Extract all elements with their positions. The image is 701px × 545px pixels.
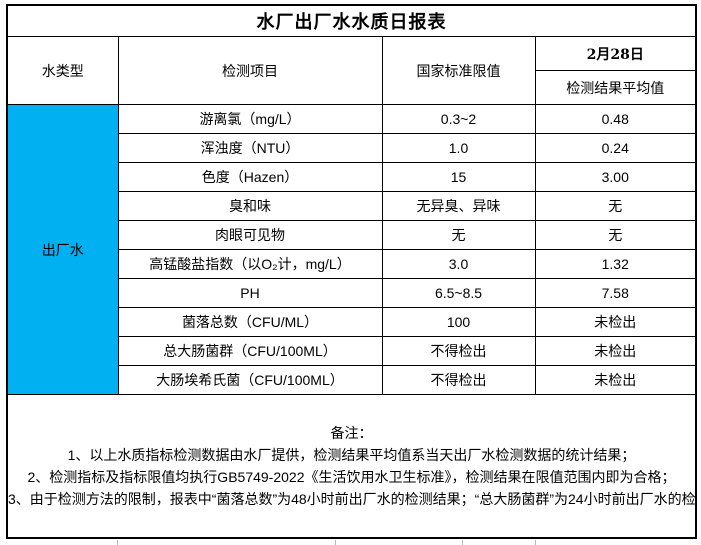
test-item-cell: 总大肠菌群（CFU/100ML） xyxy=(117,336,383,366)
standard-limit-cell: 6.5~8.5 xyxy=(381,278,536,308)
result-cell: 无 xyxy=(534,191,697,221)
table-row: 出厂水 游离氯（mg/L） 0.3~2 0.48 xyxy=(6,104,697,395)
water-type-merged-cell: 出厂水 xyxy=(6,104,119,395)
result-cell: 0.48 xyxy=(534,104,697,134)
standard-limit-cell: 3.0 xyxy=(381,249,536,279)
table-row: 浑浊度（NTU） 1.0 0.24 xyxy=(7,133,697,163)
result-cell: 未检出 xyxy=(534,336,697,366)
result-cell: 7.58 xyxy=(534,278,697,308)
water-quality-report-table: 水厂出厂水水质日报表 水类型 检测项目 国家标准限值 2月28日 检测结果平均值… xyxy=(6,4,697,539)
result-cell: 3.00 xyxy=(534,162,697,192)
standard-limit-cell: 无异臭、异味 xyxy=(381,191,536,221)
table-row: 肉眼可见物 无 无 xyxy=(7,220,697,250)
test-item-cell: 色度（Hazen） xyxy=(117,162,383,192)
result-cell: 无 xyxy=(534,220,697,250)
note-line-3: 3、由于检测方法的限制，报表中“菌落总数”为48小时前出厂水的检测结果；“总大肠… xyxy=(8,491,696,507)
note-line-2: 2、检测指标及指标限值均执行GB5749-2022《生活饮用水卫生标准》，检测结… xyxy=(27,469,676,485)
table-row: PH 6.5~8.5 7.58 xyxy=(7,278,697,308)
test-item-cell: 臭和味 xyxy=(117,191,383,221)
gridline-stub xyxy=(535,540,536,545)
column-header-result-average: 检测结果平均值 xyxy=(534,70,697,105)
notes-label: 备注： xyxy=(330,425,373,441)
table-row: 高锰酸盐指数（以O₂计，mg/L） 3.0 1.32 xyxy=(7,249,697,279)
test-item-cell: 大肠埃希氏菌（CFU/100ML） xyxy=(117,365,383,395)
table-row: 色度（Hazen） 15 3.00 xyxy=(7,162,697,192)
test-item-cell: 肉眼可见物 xyxy=(117,220,383,250)
column-header-date: 2月28日 xyxy=(534,36,697,71)
result-cell: 未检出 xyxy=(534,365,697,395)
standard-limit-cell: 无 xyxy=(381,220,536,250)
test-item-cell: PH xyxy=(117,278,383,308)
standard-limit-cell: 0.3~2 xyxy=(381,104,536,134)
table-row: 菌落总数（CFU/ML） 100 未检出 xyxy=(7,307,697,337)
standard-limit-cell: 不得检出 xyxy=(381,336,536,366)
column-header-standard-limit: 国家标准限值 xyxy=(381,36,536,105)
test-item-cell: 游离氯（mg/L） xyxy=(117,104,383,134)
standard-limit-cell: 1.0 xyxy=(381,133,536,163)
standard-limit-cell: 15 xyxy=(381,162,536,192)
table-row: 总大肠菌群（CFU/100ML） 不得检出 未检出 xyxy=(7,336,697,366)
gridline-stub xyxy=(335,540,336,545)
gridline-stub xyxy=(117,540,118,545)
report-title: 水厂出厂水水质日报表 xyxy=(6,4,697,37)
note-line-1: 1、以上水质指标检测数据由水厂提供，检测结果平均值系当天出厂水检测数据的统计结果… xyxy=(67,447,636,463)
result-cell: 0.24 xyxy=(534,133,697,163)
test-item-cell: 菌落总数（CFU/ML） xyxy=(117,307,383,337)
standard-limit-cell: 100 xyxy=(381,307,536,337)
column-header-water-type: 水类型 xyxy=(6,36,119,105)
gridline-stub xyxy=(462,540,463,545)
result-cell: 未检出 xyxy=(534,307,697,337)
table-row: 臭和味 无异臭、异味 无 xyxy=(7,191,697,221)
table-row: 大肠埃希氏菌（CFU/100ML） 不得检出 未检出 xyxy=(7,365,697,395)
notes-cell: 备注： 1、以上水质指标检测数据由水厂提供，检测结果平均值系当天出厂水检测数据的… xyxy=(6,394,697,539)
test-item-cell: 高锰酸盐指数（以O₂计，mg/L） xyxy=(117,249,383,279)
test-item-cell: 浑浊度（NTU） xyxy=(117,133,383,163)
standard-limit-cell: 不得检出 xyxy=(381,365,536,395)
result-cell: 1.32 xyxy=(534,249,697,279)
column-header-test-item: 检测项目 xyxy=(117,36,383,105)
